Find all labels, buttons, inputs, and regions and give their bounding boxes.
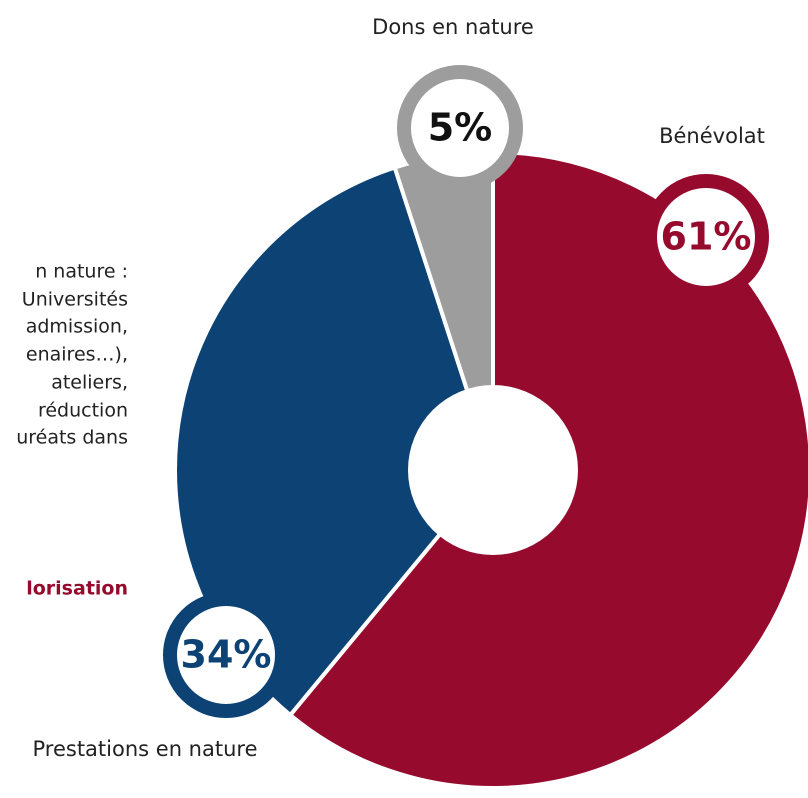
annotation: n nature : [35, 261, 128, 283]
annotation: réduction [38, 400, 128, 422]
value-label: 34% [181, 633, 272, 677]
annotation: enaires…), [26, 344, 128, 366]
value-label: 5% [428, 106, 493, 150]
category-label: Dons en nature [372, 15, 534, 39]
value-label: 61% [661, 215, 752, 259]
callout-ring [163, 592, 289, 718]
callout-ring [397, 65, 523, 191]
donut-hole [408, 385, 578, 555]
annotation: lorisation [26, 578, 128, 600]
annotation: Universités [22, 289, 128, 311]
category-label: Bénévolat [659, 124, 765, 148]
category-label: Prestations en nature [33, 737, 258, 761]
callout-ring [643, 174, 769, 300]
annotation: uréats dans [16, 427, 128, 449]
annotation: admission, [26, 316, 128, 338]
annotation: ateliers, [51, 372, 128, 394]
